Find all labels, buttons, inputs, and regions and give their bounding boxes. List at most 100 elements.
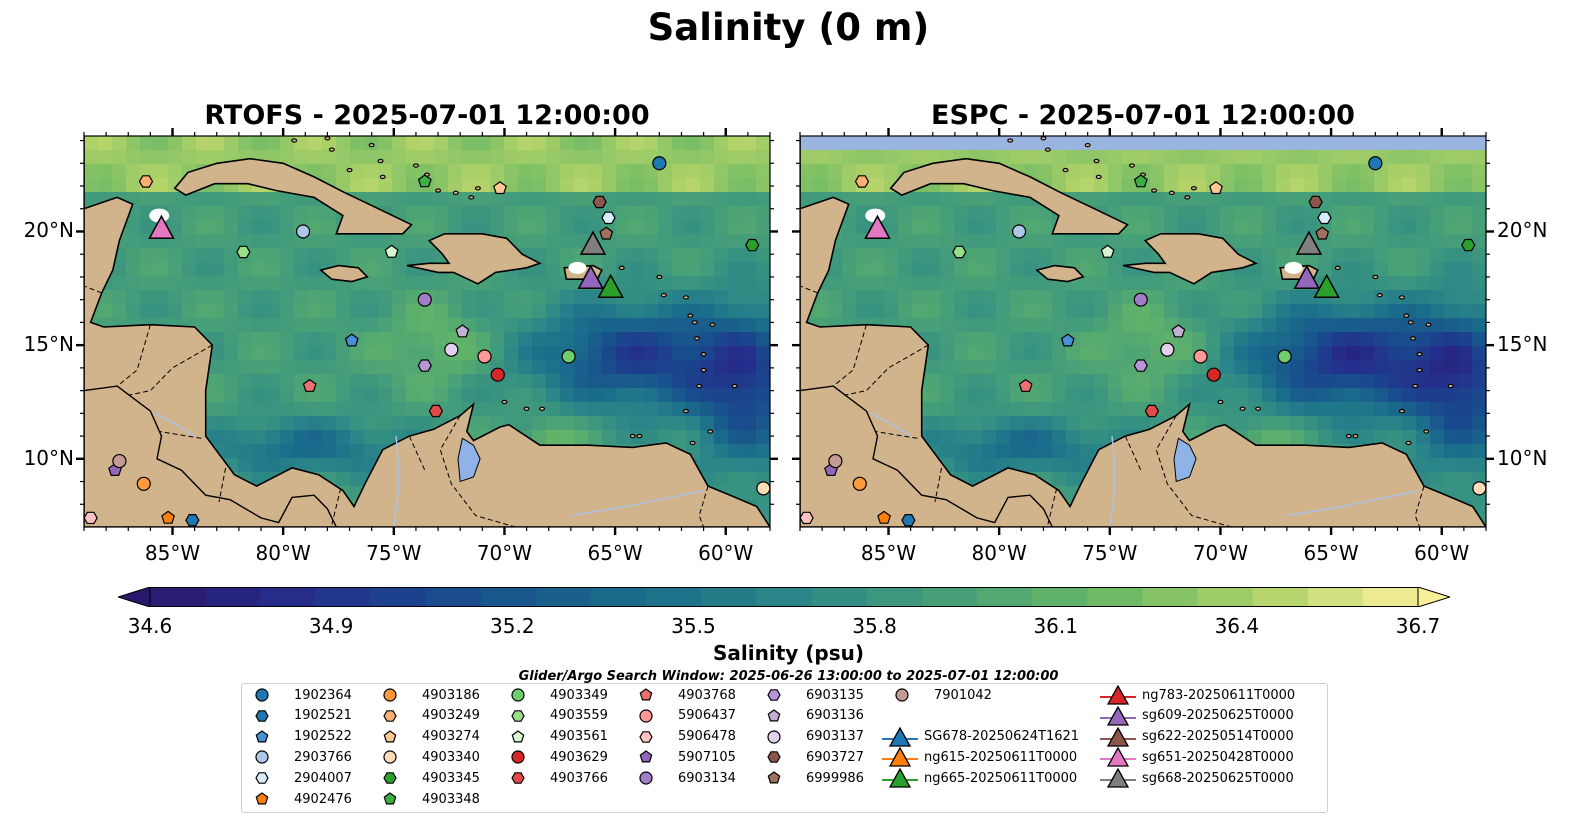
float-marker-6903135 bbox=[417, 359, 432, 372]
island bbox=[435, 188, 442, 193]
island bbox=[328, 147, 335, 152]
map-panel-rtofs[interactable] bbox=[84, 136, 770, 527]
float-marker-6999986 bbox=[1315, 226, 1330, 240]
x-tick-label: 75°W bbox=[1082, 541, 1138, 565]
legend-label: 4903559 bbox=[550, 708, 608, 724]
x-tick-label: 80°W bbox=[255, 541, 311, 565]
legend-item-sg651-20250428T0000: sg651-20250428T0000 bbox=[1100, 747, 1294, 768]
legend-glider-icon bbox=[1106, 768, 1130, 788]
y-tick-label: 10°N bbox=[1497, 445, 1548, 470]
island bbox=[1184, 195, 1191, 200]
legend-item-4903766: 4903766 bbox=[508, 768, 608, 788]
legend-item-4903345: 4903345 bbox=[380, 768, 480, 788]
legend-marker-icon bbox=[255, 729, 269, 743]
float-marker-4903766 bbox=[1144, 404, 1160, 418]
island bbox=[1095, 174, 1102, 180]
legend-marker-icon bbox=[255, 688, 269, 702]
float-marker-4903768 bbox=[1018, 378, 1033, 392]
legend-marker-icon bbox=[255, 772, 269, 784]
missing-data-patch bbox=[865, 208, 886, 223]
island bbox=[1334, 265, 1341, 271]
island bbox=[1044, 147, 1051, 152]
legend-item-1902364: 1902364 bbox=[252, 685, 352, 705]
colorbar-tick-label: 35.2 bbox=[490, 614, 535, 638]
legend-item-6903136: 6903136 bbox=[764, 706, 864, 726]
colorbar-segment bbox=[480, 587, 537, 607]
island bbox=[1447, 383, 1454, 389]
legend-marker-icon bbox=[383, 750, 397, 764]
legend-label: 6999986 bbox=[806, 770, 864, 786]
legend-item-4903340: 4903340 bbox=[380, 747, 480, 767]
border bbox=[832, 324, 867, 387]
colorbar-segment bbox=[591, 587, 647, 607]
island bbox=[1217, 399, 1224, 405]
legend-marker-icon bbox=[511, 772, 525, 784]
float-marker-4903345 bbox=[1461, 238, 1476, 252]
legend-item-4903349: 4903349 bbox=[508, 685, 608, 705]
land-hispaniola bbox=[1122, 233, 1258, 285]
legend-label: 1902364 bbox=[294, 687, 352, 703]
legend-marker-icon bbox=[383, 772, 397, 784]
legend-item-4903559: 4903559 bbox=[508, 706, 608, 726]
border bbox=[1414, 485, 1425, 527]
no-data-band bbox=[800, 136, 1486, 150]
land-cuba bbox=[889, 157, 1129, 235]
island bbox=[629, 433, 636, 439]
panel-title-espc: ESPC - 2025-07-01 12:00:00 bbox=[931, 100, 1355, 131]
y-tick-label: 10°N bbox=[23, 445, 74, 470]
colorbar-segment bbox=[425, 587, 482, 607]
island bbox=[1416, 352, 1423, 357]
legend-marker-icon bbox=[639, 688, 653, 701]
missing-data-patch bbox=[149, 208, 170, 223]
land-hispaniola bbox=[406, 233, 542, 285]
legend-marker-icon bbox=[767, 751, 781, 764]
float-marker-2904007 bbox=[1317, 211, 1332, 225]
float-marker-2904007 bbox=[601, 211, 616, 225]
island bbox=[1168, 190, 1175, 196]
island bbox=[687, 313, 694, 318]
island bbox=[368, 142, 375, 148]
float-marker-4903249 bbox=[854, 175, 870, 188]
island bbox=[377, 158, 384, 164]
border bbox=[1047, 488, 1058, 525]
float-marker-6903137 bbox=[1160, 342, 1175, 357]
legend-marker-icon bbox=[255, 792, 269, 805]
border bbox=[875, 431, 918, 439]
legend-label: 7901042 bbox=[934, 687, 992, 703]
float-marker-4903561 bbox=[384, 244, 399, 258]
colorbar-tick-label: 36.4 bbox=[1214, 614, 1260, 638]
colorbar-tick-label: 36.7 bbox=[1395, 614, 1441, 638]
x-tick-label: 85°W bbox=[144, 541, 201, 565]
river bbox=[570, 489, 704, 517]
float-marker-6999986 bbox=[599, 226, 614, 240]
border bbox=[159, 431, 202, 439]
legend-label: ng615-20250611T0000 bbox=[924, 749, 1078, 765]
island bbox=[1007, 138, 1014, 143]
map-svg-rtofs bbox=[84, 136, 770, 527]
float-marker-6903134 bbox=[1133, 292, 1148, 307]
glider-marker-sg651-20250428T0000 bbox=[864, 214, 891, 239]
legend: 1902364 1902521 1902522 2903766 2904007 49024… bbox=[241, 683, 1328, 813]
panel-frame bbox=[83, 135, 771, 528]
island bbox=[731, 383, 738, 389]
legend-item-4903561: 4903561 bbox=[508, 727, 608, 747]
legend-item-sg609-20250625T0000: sg609-20250625T0000 bbox=[1100, 705, 1294, 726]
missing-data-patch bbox=[1284, 261, 1303, 274]
legend-marker-icon bbox=[511, 750, 525, 764]
float-marker-4903561 bbox=[1100, 244, 1115, 258]
colorbar-tick-label: 34.6 bbox=[127, 614, 173, 638]
colorbar-segment bbox=[1252, 587, 1309, 607]
legend-label: 4903768 bbox=[678, 687, 736, 703]
legend-label: 4903274 bbox=[422, 729, 480, 745]
border bbox=[800, 285, 818, 294]
legend-label: ng665-20250611T0000 bbox=[924, 770, 1078, 786]
island bbox=[1128, 163, 1135, 168]
legend-marker-icon bbox=[383, 709, 397, 722]
map-panel-espc[interactable] bbox=[800, 136, 1486, 527]
legend-marker-icon bbox=[639, 730, 653, 743]
land-jamaica bbox=[1035, 264, 1085, 283]
border bbox=[844, 344, 929, 396]
legend-item-4903274: 4903274 bbox=[380, 727, 480, 747]
colorbar-segment bbox=[921, 587, 978, 607]
legend-item-1902521: 1902521 bbox=[252, 706, 352, 726]
